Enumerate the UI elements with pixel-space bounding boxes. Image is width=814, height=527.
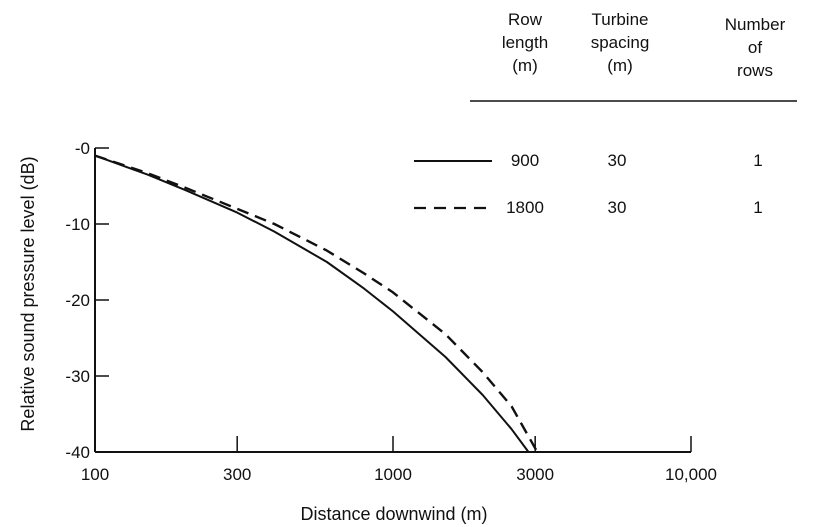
y-tick-label: -0: [75, 139, 90, 158]
y-axis-label: Relative sound pressure level (dB): [18, 156, 38, 431]
y-tick-label: -10: [65, 215, 90, 234]
legend-row-length-900: 900: [511, 151, 539, 170]
legend-header-turbine-spacing: Turbine spacing (m): [570, 8, 670, 77]
legend-row-length-1800: 1800: [506, 198, 544, 217]
legend-header-row-length-line-1: Row: [507, 10, 542, 29]
series-line-dashed: [94, 154, 539, 453]
legend-header-turbine-spacing-line-1: Turbine: [591, 10, 649, 29]
legend: 900 30 1 1800 30 1: [414, 100, 797, 217]
ticks: 100 300 1000 3000 10,000 -0 -10 -20 -30 -40: [65, 139, 717, 484]
legend-header-number-of-rows: Number of rows: [705, 13, 805, 82]
legend-spacing-900: 30: [608, 151, 627, 170]
legend-header-number-of-rows-line-1: Number: [724, 15, 786, 34]
x-tick-label: 100: [81, 465, 109, 484]
y-tick-label: -30: [65, 367, 90, 386]
legend-rows-900: 1: [753, 151, 762, 170]
x-axis-label: Distance downwind (m): [300, 504, 487, 524]
x-tick-label: 3000: [516, 465, 554, 484]
series-line-solid: [94, 154, 530, 453]
x-tick-label: 300: [223, 465, 251, 484]
axes: [94, 148, 691, 453]
y-tick-label: -20: [65, 291, 90, 310]
legend-spacing-1800: 30: [608, 198, 627, 217]
legend-header-row-length-line-3: (m): [512, 56, 538, 75]
series-group: [94, 154, 539, 453]
legend-rows-1800: 1: [753, 198, 762, 217]
legend-header-turbine-spacing-line-2: spacing: [590, 33, 650, 52]
x-tick-label: 1000: [374, 465, 412, 484]
x-tick-label: 10,000: [665, 465, 717, 484]
legend-header-number-of-rows-line-3: rows: [737, 61, 773, 80]
legend-header-turbine-spacing-line-3: (m): [607, 56, 633, 75]
legend-header-row-length-line-2: length: [501, 33, 549, 52]
legend-header-row-length: Row length (m): [480, 8, 570, 77]
y-tick-label: -40: [65, 443, 90, 462]
legend-header-number-of-rows-line-2: of: [747, 38, 763, 57]
